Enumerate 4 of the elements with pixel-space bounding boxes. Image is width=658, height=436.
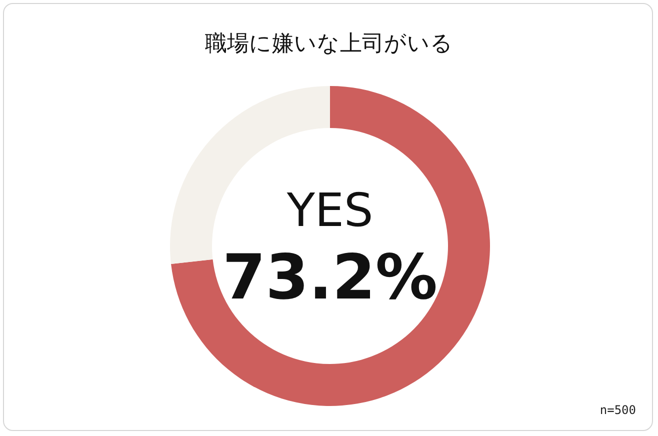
text: n=500: [600, 403, 636, 417]
chart-title: 職場に嫌いな上司がいる: [205, 32, 453, 56]
data-label: 73.2%: [222, 240, 438, 314]
slice-label: YES: [286, 183, 374, 237]
